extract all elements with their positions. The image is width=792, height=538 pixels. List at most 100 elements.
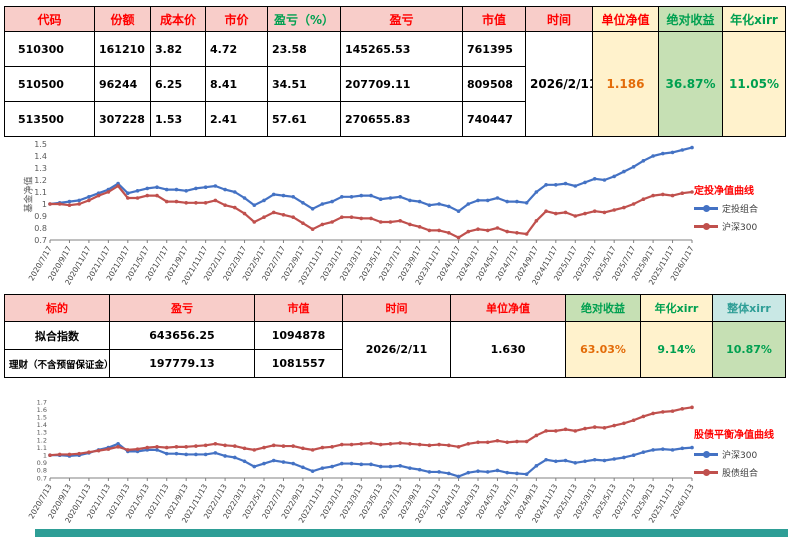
svg-text:1.4: 1.4 <box>37 421 47 429</box>
column-header-pnl-pct[interactable]: 盈亏（%） <box>267 6 341 32</box>
svg-text:1.6: 1.6 <box>37 406 47 414</box>
table-cell[interactable]: 3.82 <box>150 31 206 67</box>
svg-text:0.7: 0.7 <box>34 236 47 245</box>
legend-label: 股债组合 <box>722 469 759 479</box>
chart-legend: 定投组合 沪深300 <box>694 202 786 233</box>
unit-nav-cell[interactable]: 1.630 <box>450 321 566 378</box>
table-cell[interactable]: 6.25 <box>150 66 206 102</box>
column-header-unit-nav[interactable]: 单位净值 <box>592 6 659 32</box>
series-swatch-red <box>694 223 718 230</box>
svg-text:0.8: 0.8 <box>37 467 47 475</box>
legend-item-hs300[interactable]: 沪深300 <box>694 448 786 461</box>
chart-legend: 沪深300 股债组合 <box>694 448 786 479</box>
time-cell[interactable]: 2026/2/11 <box>342 321 451 378</box>
table-cell[interactable]: 23.58 <box>267 31 341 67</box>
column-header-market-value[interactable]: 市值 <box>462 6 526 32</box>
table-cell[interactable]: 145265.53 <box>340 31 463 67</box>
legend-item-dca[interactable]: 定投组合 <box>694 202 786 215</box>
table-cell[interactable]: 510300 <box>4 31 95 67</box>
svg-text:1.2: 1.2 <box>37 436 47 444</box>
xirr-cell[interactable]: 9.14% <box>640 321 713 378</box>
table-row: 理财（不含预留保证金） 197779.13 1081557 <box>4 349 786 378</box>
holdings-header-row: 代码 份额 成本价 市价 盈亏（%） 盈亏 市值 时间 单位净值 绝对收益 年化… <box>4 6 786 32</box>
table-cell[interactable]: 513500 <box>4 101 95 137</box>
svg-text:1: 1 <box>43 451 47 459</box>
svg-text:1.4: 1.4 <box>34 152 47 161</box>
table-row: 513500 307228 1.53 2.41 57.61 270655.83 … <box>4 101 786 137</box>
column-header-code[interactable]: 代码 <box>4 6 95 32</box>
series-swatch-red <box>694 469 718 476</box>
table-cell[interactable]: 34.51 <box>267 66 341 102</box>
y-axis-title: 基金净值 <box>24 176 35 213</box>
table-cell[interactable]: 8.41 <box>205 66 268 102</box>
svg-text:1: 1 <box>42 200 47 209</box>
column-header-time[interactable]: 时间 <box>525 6 593 32</box>
table-cell[interactable]: 207709.11 <box>340 66 463 102</box>
column-header-cost[interactable]: 成本价 <box>150 6 206 32</box>
svg-text:0.7: 0.7 <box>37 474 47 482</box>
table-cell[interactable]: 197779.13 <box>109 349 255 378</box>
stock-bond-nav-chart[interactable]: 0.7 0.8 0.9 1 1.1 1.2 1.3 1.4 1.5 1.6 1.7 2020/7/13… <box>16 396 788 528</box>
column-header-abs-return[interactable]: 绝对收益 <box>565 294 641 322</box>
summary-header-row: 标的 盈亏 市值 时间 单位净值 绝对收益 年化xirr 整体xirr <box>4 294 786 322</box>
table-cell[interactable]: 161210 <box>94 31 151 67</box>
legend-label: 沪深300 <box>722 223 758 233</box>
legend-label: 沪深300 <box>722 451 758 461</box>
target-name-cell[interactable]: 拟合指数 <box>4 321 110 350</box>
unit-nav-cell[interactable]: 1.186 <box>592 31 659 137</box>
column-header-overall-xirr[interactable]: 整体xirr <box>712 294 786 322</box>
svg-text:1.1: 1.1 <box>37 444 47 452</box>
svg-text:1.7: 1.7 <box>37 398 47 406</box>
table-cell[interactable]: 740447 <box>462 101 526 137</box>
column-header-abs-return[interactable]: 绝对收益 <box>658 6 723 32</box>
table-cell[interactable]: 1.53 <box>150 101 206 137</box>
table-row: 510500 96244 6.25 8.41 34.51 207709.11 8… <box>4 66 786 102</box>
column-header-target[interactable]: 标的 <box>4 294 110 322</box>
column-header-pnl[interactable]: 盈亏 <box>340 6 463 32</box>
holdings-table: 代码 份额 成本价 市价 盈亏（%） 盈亏 市值 时间 单位净值 绝对收益 年化… <box>4 6 786 137</box>
column-header-market-value[interactable]: 市值 <box>254 294 343 322</box>
column-header-time[interactable]: 时间 <box>342 294 451 322</box>
svg-text:0.9: 0.9 <box>34 212 47 221</box>
table-cell[interactable]: 2.41 <box>205 101 268 137</box>
abs-return-cell[interactable]: 36.87% <box>658 31 723 137</box>
table-cell[interactable]: 307228 <box>94 101 151 137</box>
table-cell[interactable]: 96244 <box>94 66 151 102</box>
abs-return-cell[interactable]: 63.03% <box>565 321 641 378</box>
table-cell[interactable]: 809508 <box>462 66 526 102</box>
table-cell[interactable]: 4.72 <box>205 31 268 67</box>
legend-item-stock-bond[interactable]: 股债组合 <box>694 466 786 479</box>
chart-title: 定投净值曲线 <box>694 186 754 197</box>
series-swatch-blue <box>694 205 718 212</box>
target-name-cell[interactable]: 理财（不含预留保证金） <box>4 349 110 378</box>
table-cell[interactable]: 57.61 <box>267 101 341 137</box>
column-header-xirr[interactable]: 年化xirr <box>640 294 713 322</box>
column-header-price[interactable]: 市价 <box>205 6 268 32</box>
column-header-shares[interactable]: 份额 <box>94 6 151 32</box>
svg-text:1.3: 1.3 <box>34 164 47 173</box>
svg-text:1.5: 1.5 <box>34 140 47 149</box>
svg-text:1.1: 1.1 <box>34 188 47 197</box>
column-header-unit-nav[interactable]: 单位净值 <box>450 294 566 322</box>
table-cell[interactable]: 1081557 <box>254 349 343 378</box>
summary-table: 标的 盈亏 市值 时间 单位净值 绝对收益 年化xirr 整体xirr 拟合指数… <box>4 294 786 378</box>
table-row: 拟合指数 643656.25 1094878 2026/2/11 1.630 6… <box>4 321 786 378</box>
table-row: 510300 161210 3.82 4.72 23.58 145265.53 … <box>4 31 786 137</box>
column-header-pnl[interactable]: 盈亏 <box>109 294 255 322</box>
xirr-cell[interactable]: 11.05% <box>722 31 786 137</box>
svg-text:1.3: 1.3 <box>37 429 47 437</box>
table-cell[interactable]: 761395 <box>462 31 526 67</box>
column-header-xirr[interactable]: 年化xirr <box>722 6 786 32</box>
table-cell[interactable]: 510500 <box>4 66 95 102</box>
legend-item-hs300[interactable]: 沪深300 <box>694 220 786 233</box>
table-cell[interactable]: 643656.25 <box>109 321 255 350</box>
legend-label: 定投组合 <box>722 205 759 215</box>
table-cell[interactable]: 1094878 <box>254 321 343 350</box>
time-cell[interactable]: 2026/2/11 <box>525 31 593 137</box>
table-cell[interactable]: 270655.83 <box>340 101 463 137</box>
series-swatch-blue <box>694 451 718 458</box>
svg-text:1.5: 1.5 <box>37 413 47 421</box>
svg-text:0.8: 0.8 <box>34 224 47 233</box>
dca-nav-chart[interactable]: 0.7 0.8 0.9 1 1.1 1.2 1.3 1.4 1.5 2020/7/17 2020/9… <box>16 138 788 290</box>
overall-xirr-cell[interactable]: 10.87% <box>712 321 786 378</box>
